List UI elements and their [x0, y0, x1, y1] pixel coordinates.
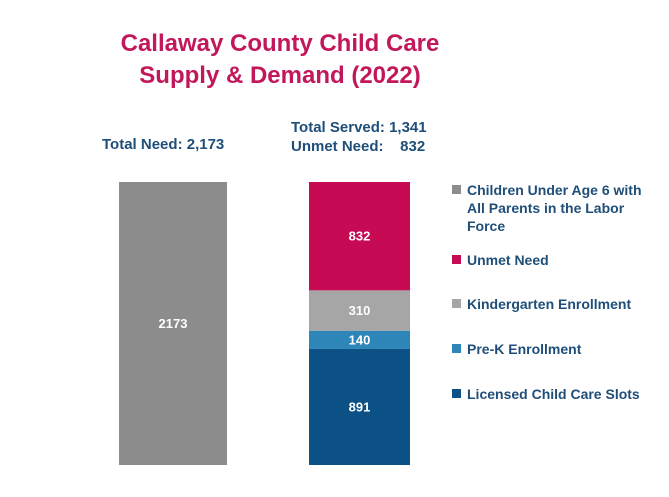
legend-label: Licensed Child Care Slots — [467, 386, 640, 402]
legend-label: Pre-K Enrollment — [467, 341, 582, 357]
data-label-supply-kindergarten-enrollment: 310 — [349, 303, 371, 318]
total-served-annotation: Total Served: 1,341 — [291, 119, 427, 136]
legend-swatch — [452, 255, 461, 264]
total-need-annotation: Total Need: 2,173 — [102, 136, 225, 153]
legend-label: Unmet Need — [467, 252, 549, 268]
data-label-supply-unmet-need: 832 — [349, 229, 371, 244]
legend-label: Children Under Age 6 with All Parents in… — [467, 182, 642, 234]
legend-item-pre-k-enrollment: Pre-K Enrollment — [452, 340, 662, 358]
bar-supply-pre-k-enrollment — [309, 330, 410, 349]
legend-item-children-under-age-6-with-all-parents-in-the-labor-force: Children Under Age 6 with All Parents in… — [452, 181, 662, 235]
legend-item-licensed-child-care-slots: Licensed Child Care Slots — [452, 385, 662, 403]
bar-supply-licensed-child-care-slots — [309, 348, 410, 465]
bar-total-need-children-under-age-6-with-all-parents-in-the-labor-force — [119, 182, 227, 465]
chart-title-line-1: Callaway County Child Care — [120, 30, 440, 57]
legend-swatch — [452, 185, 461, 194]
legend-label: Kindergarten Enrollment — [467, 296, 632, 312]
legend-swatch — [452, 299, 461, 308]
bar-supply-unmet-need — [309, 182, 410, 291]
legend-item-unmet-need: Unmet Need — [452, 251, 662, 269]
data-label-total-need-children-under-age-6-with-all-parents-in-the-labor-force: 2173 — [159, 316, 188, 331]
chart-title-line-2: Supply & Demand (2022) — [139, 62, 421, 89]
legend-swatch — [452, 344, 461, 353]
chart-title: Callaway County Child Care Supply & Dema… — [60, 28, 500, 92]
legend-item-kindergarten-enrollment: Kindergarten Enrollment — [452, 295, 662, 313]
bar-supply-kindergarten-enrollment — [309, 290, 410, 331]
data-label-supply-pre-k-enrollment: 140 — [349, 332, 371, 347]
legend-swatch — [452, 389, 461, 398]
unmet-need-annotation: Unmet Need: 832 — [291, 138, 426, 155]
data-label-supply-licensed-child-care-slots: 891 — [349, 399, 371, 414]
